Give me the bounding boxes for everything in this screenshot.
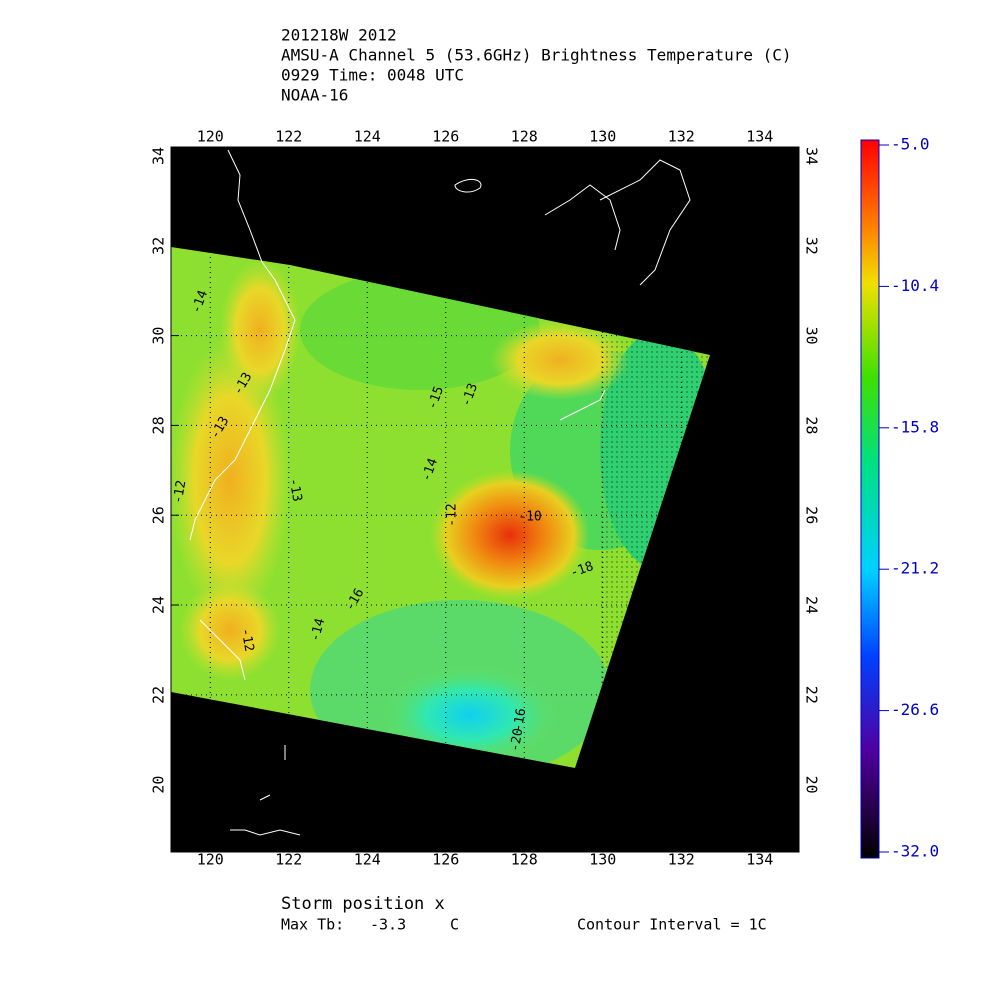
lat-label: 32 bbox=[150, 237, 168, 255]
lat-label: 20 bbox=[803, 776, 821, 794]
lat-label: 34 bbox=[150, 147, 168, 165]
contour-label: -12 bbox=[445, 503, 460, 526]
lon-label: 126 bbox=[432, 851, 459, 869]
lon-label: 128 bbox=[511, 128, 538, 146]
max-tb-value: -3.3 bbox=[370, 916, 406, 934]
colorbar-label: -32.0 bbox=[891, 842, 939, 861]
header-line: NOAA-16 bbox=[281, 86, 348, 105]
contour-label: -16 bbox=[511, 707, 530, 733]
lat-label: 34 bbox=[803, 147, 821, 165]
header-line: 201218W 2012 bbox=[281, 26, 397, 45]
max-tb-unit: C bbox=[450, 916, 459, 934]
lat-label: 30 bbox=[803, 327, 821, 345]
lon-label: 134 bbox=[746, 851, 773, 869]
lat-label: 22 bbox=[803, 686, 821, 704]
max-tb-label: Max Tb: bbox=[281, 916, 344, 934]
lon-label: 132 bbox=[668, 851, 695, 869]
lon-label: 130 bbox=[589, 128, 616, 146]
colorbar-bar bbox=[860, 139, 880, 859]
lon-label: 130 bbox=[589, 851, 616, 869]
axes: 120 120 122 122 124 124 126 126 128 128 130 130 132 1… bbox=[150, 128, 821, 869]
lon-label: 120 bbox=[197, 851, 224, 869]
lat-label: 28 bbox=[150, 416, 168, 434]
lat-label: 26 bbox=[803, 506, 821, 524]
lon-label: 126 bbox=[432, 128, 459, 146]
contour-label: -14 bbox=[308, 617, 329, 644]
contour-label: -20 bbox=[508, 727, 527, 753]
contour-label: -12 bbox=[238, 627, 257, 653]
lon-label: 122 bbox=[275, 851, 302, 869]
colorbar-label: -15.8 bbox=[891, 417, 939, 436]
colorbar-label: -21.2 bbox=[891, 559, 939, 578]
colorbar-label: -5.0 bbox=[891, 135, 930, 154]
lon-label: 128 bbox=[511, 851, 538, 869]
footer: Storm position x Max Tb: -3.3 C Contour … bbox=[281, 894, 767, 934]
storm-position: Storm position x bbox=[281, 894, 445, 914]
header-line: AMSU-A Channel 5 (53.6GHz) Brightness Te… bbox=[281, 46, 792, 65]
lat-label: 24 bbox=[803, 596, 821, 614]
lat-label: 24 bbox=[150, 596, 168, 614]
lon-label: 124 bbox=[354, 128, 381, 146]
colorbar-label: -10.4 bbox=[891, 276, 939, 295]
lon-label: 134 bbox=[746, 128, 773, 146]
lat-label: 20 bbox=[150, 776, 168, 794]
lat-label: 30 bbox=[150, 327, 168, 345]
contour-label: -13 bbox=[286, 477, 305, 503]
colorbar-label: -26.6 bbox=[891, 700, 939, 719]
contour-label: -12 bbox=[171, 479, 190, 505]
lat-label: 28 bbox=[803, 416, 821, 434]
header-line: 0929 Time: 0048 UTC bbox=[281, 66, 464, 85]
contour-label: -10 bbox=[518, 510, 541, 525]
lat-label: 32 bbox=[803, 237, 821, 255]
lon-label: 132 bbox=[668, 128, 695, 146]
coastlines bbox=[189, 149, 691, 836]
contour-interval: Contour Interval = 1C bbox=[577, 916, 767, 934]
lon-label: 122 bbox=[275, 128, 302, 146]
lat-label: 26 bbox=[150, 506, 168, 524]
colorbar: -5.0 -10.4 -15.8 -21.2 -26.6 -32.0 bbox=[860, 135, 939, 861]
lat-label: 22 bbox=[150, 686, 168, 704]
lon-label: 120 bbox=[197, 128, 224, 146]
lon-label: 124 bbox=[354, 851, 381, 869]
map-frame bbox=[170, 146, 800, 853]
